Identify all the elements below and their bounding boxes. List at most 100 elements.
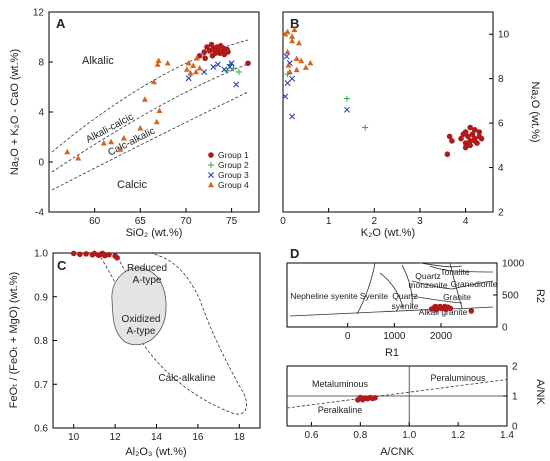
- y-tick-label: 0.9: [34, 292, 48, 303]
- data-point-group-4: [284, 28, 291, 35]
- field-oxidized-atype: A-type: [127, 326, 156, 337]
- d-line-9: [419, 262, 463, 268]
- panel-a-marks: [64, 41, 251, 161]
- field-oxidized: Oxidized: [122, 314, 161, 325]
- x-tick-label: 12: [110, 432, 122, 443]
- data-point-group-4: [153, 118, 160, 125]
- panel-e-reference-lines: [286, 366, 508, 426]
- field-peralkaline: Peralkaline: [318, 405, 363, 415]
- x-tick-label: 1.4: [500, 430, 514, 441]
- data-point-group-1: [83, 251, 89, 257]
- legend-label: Group 4: [218, 180, 249, 190]
- panel-a-xlabel: SiO₂ (wt.%): [126, 227, 183, 239]
- d-line-2: [379, 272, 404, 309]
- field-nepheline-syenite: Nepheline syenite: [290, 291, 358, 301]
- panel-a-ylabel: Na₂O + K₂O - CaO (wt.%): [9, 49, 21, 175]
- data-point-group-3: [226, 64, 233, 70]
- panel-a: A Alkalic Alkali-calcic Calc-alkalic Cal…: [9, 8, 260, 239]
- panel-b-label: B: [290, 16, 299, 31]
- data-point-group-3: [282, 93, 289, 100]
- data-point-group-1: [245, 60, 251, 67]
- field-reduced: Reduced: [127, 263, 167, 274]
- data-point-group-1: [209, 52, 216, 59]
- data-point-group-1: [449, 138, 455, 144]
- data-point-group-4: [307, 59, 314, 66]
- data-point-group-1: [114, 255, 120, 261]
- x-tick-label: 60: [89, 216, 101, 227]
- field-calcic: Calcic: [117, 179, 147, 191]
- x-tick-label: 1000: [383, 331, 406, 342]
- y-tick-label: 0.6: [34, 424, 48, 435]
- data-point-group-1: [468, 308, 475, 314]
- data-point-group-1: [462, 140, 469, 146]
- data-point-group-3: [210, 64, 217, 70]
- data-point-group-4: [295, 39, 302, 46]
- y-tick-label: 4: [498, 163, 504, 174]
- x-tick-label: 4: [463, 216, 469, 227]
- x-tick-label: 2: [372, 216, 378, 227]
- x-tick-label: 1: [326, 216, 332, 227]
- data-point-group-1: [465, 133, 471, 140]
- y-tick-label: 8: [498, 74, 504, 85]
- data-point-group-4: [284, 48, 291, 55]
- data-point-group-1: [478, 135, 485, 142]
- d-line-1: [356, 262, 376, 315]
- data-point-group-4: [196, 65, 203, 71]
- panel-d: D Nepheline syenite Syenite Quartz syeni…: [286, 246, 546, 359]
- data-point-group-1: [447, 305, 454, 312]
- data-point-group-3: [289, 75, 296, 82]
- d-line-7: [429, 265, 494, 273]
- field-quartz-syenite-2: syenite: [392, 301, 419, 311]
- d-line-6: [451, 280, 494, 290]
- data-point-group-3: [233, 81, 240, 88]
- panel-b-xlabel: K₂O (wt.%): [361, 227, 415, 239]
- data-point-group-4: [289, 33, 296, 39]
- data-point-group-1: [462, 144, 469, 151]
- data-point-group-1: [201, 49, 208, 55]
- field-quartz-monzonite-1: Quartz: [415, 271, 441, 281]
- y-tick-label: 1.0: [34, 249, 48, 260]
- legend-marker-group-2: [208, 162, 214, 168]
- data-point-group-4: [183, 66, 190, 72]
- x-tick-label: 70: [180, 216, 192, 227]
- panel-b-ticks: 0 1 2 3 4 2 4 6 8 10: [280, 30, 509, 227]
- panel-b-marks: [282, 26, 485, 158]
- y-tick-label: 0: [512, 422, 518, 433]
- data-point-group-3: [283, 53, 290, 60]
- data-point-group-1: [432, 303, 439, 310]
- field-alkali-granite: Alkali granite: [419, 307, 468, 317]
- panel-c-label: C: [57, 258, 67, 273]
- y-tick-label: 6: [498, 119, 504, 130]
- panel-a-label: A: [56, 16, 66, 31]
- x-tick-label: 10: [68, 432, 80, 443]
- data-point-group-4: [285, 62, 292, 68]
- data-point-group-4: [108, 138, 115, 145]
- data-point-group-4: [193, 55, 200, 61]
- data-point-group-4: [100, 140, 107, 146]
- data-point-group-4: [151, 78, 157, 85]
- data-point-group-4: [141, 96, 148, 102]
- panel-e-ylabel: A/NK: [534, 379, 546, 405]
- data-point-group-4: [298, 57, 305, 64]
- legend-label: Group 1: [218, 150, 249, 160]
- panel-d-label: D: [290, 246, 299, 261]
- y-tick-label: 4: [38, 108, 44, 119]
- data-point-group-1: [225, 49, 231, 55]
- data-point-group-3: [221, 66, 228, 73]
- data-point-group-1: [196, 52, 203, 59]
- x-tick-label: 14: [151, 432, 163, 443]
- data-point-group-2: [343, 95, 350, 102]
- y-tick-label: -4: [35, 208, 44, 219]
- data-point-group-3: [228, 60, 235, 67]
- panel-d-ylabel: R2: [534, 289, 546, 303]
- panel-b-frame: [282, 11, 494, 213]
- data-point-group-1: [77, 251, 83, 258]
- data-point-group-4: [293, 66, 300, 73]
- data-point-group-4: [156, 107, 163, 114]
- d-line-4: [411, 280, 453, 290]
- data-point-group-1: [476, 129, 483, 135]
- data-point-group-4: [193, 68, 199, 75]
- d-line-8: [411, 295, 463, 304]
